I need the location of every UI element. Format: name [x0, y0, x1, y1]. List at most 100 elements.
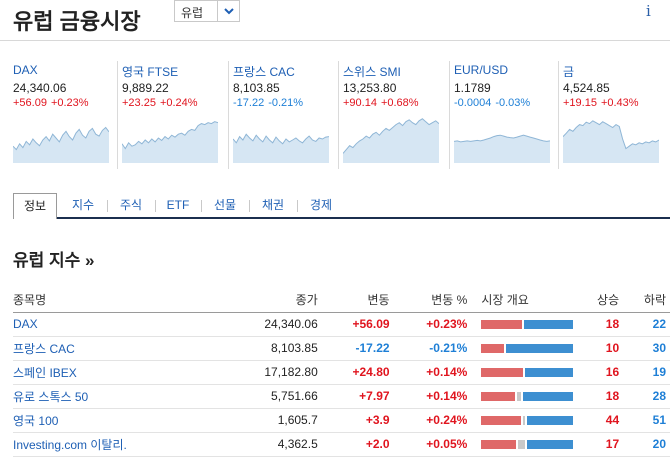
row-change: +24.80 — [321, 360, 394, 385]
market-breadth-bar — [481, 416, 574, 426]
sparkline-area — [563, 120, 659, 163]
tab-separator — [297, 200, 298, 212]
sparkline-chart — [454, 134, 550, 163]
row-down: 30 — [623, 336, 670, 361]
row-up: 18 — [577, 312, 624, 337]
row-overview — [471, 408, 578, 433]
card-divider — [338, 61, 339, 169]
row-up: 18 — [577, 384, 624, 409]
row-name[interactable]: 프랑스 CAC — [13, 336, 223, 361]
table-row[interactable]: 영국 100 1,605.7 +3.9 +0.24% 44 51 — [13, 408, 670, 433]
card-name[interactable]: 스위스 SMI — [343, 65, 401, 79]
sparkline-line — [454, 134, 550, 143]
row-up: 10 — [577, 336, 624, 361]
row-close: 4,362.5 — [222, 432, 322, 457]
card-change-pct: +0.43% — [600, 97, 639, 109]
row-name[interactable]: 유로 스톡스 50 — [13, 384, 223, 409]
row-pct: +0.14% — [393, 360, 472, 385]
section-title[interactable]: 유럽 지수 » — [13, 251, 95, 270]
row-change: +56.09 — [321, 312, 394, 337]
row-up: 16 — [577, 360, 624, 385]
sparkline-chart — [233, 133, 329, 163]
card-change: +19.15 +0.43% — [563, 97, 639, 109]
card-change-pct: +0.68% — [380, 97, 419, 109]
market-card[interactable]: 영국 FTSE 9,889.22 +23.25 +0.24% — [117, 55, 232, 175]
breadth-flat-segment — [517, 392, 522, 402]
card-price: 24,340.06 — [13, 81, 67, 95]
row-name[interactable]: 스페인 IBEX — [13, 360, 223, 385]
sparkline-area — [122, 121, 218, 163]
breadth-down-segment — [506, 344, 574, 354]
card-name[interactable]: 영국 FTSE — [122, 65, 179, 79]
divider — [0, 40, 670, 41]
breadth-down-segment — [525, 368, 574, 378]
row-pct: -0.21% — [393, 336, 472, 361]
region-select[interactable]: 유럽 — [174, 0, 240, 22]
card-change-value: +19.15 — [563, 97, 597, 109]
tab-0[interactable]: 정보 — [13, 193, 57, 219]
card-name[interactable]: 프랑스 CAC — [233, 65, 295, 79]
col-overview: 시장 개요 — [471, 288, 578, 313]
card-price: 1.1789 — [454, 81, 491, 95]
card-change-pct: +0.23% — [50, 97, 89, 109]
breadth-down-segment — [524, 320, 574, 330]
market-card[interactable]: 프랑스 CAC 8,103.85 -17.22 -0.21% — [228, 55, 343, 175]
market-breadth-bar — [481, 392, 574, 402]
card-change-value: +56.09 — [13, 97, 47, 109]
tab-separator — [249, 200, 250, 212]
card-price: 8,103.85 — [233, 81, 280, 95]
row-name[interactable]: Investing.com 이탈리. — [13, 432, 223, 457]
tab-2[interactable]: 주식 — [119, 198, 143, 212]
market-card[interactable]: 스위스 SMI 13,253.80 +90.14 +0.68% — [338, 55, 453, 175]
row-close: 24,340.06 — [222, 312, 322, 337]
breadth-up-segment — [481, 344, 505, 354]
table-row[interactable]: DAX 24,340.06 +56.09 +0.23% 18 22 — [13, 312, 670, 337]
row-down: 19 — [623, 360, 670, 385]
tab-separator — [155, 200, 156, 212]
tab-6[interactable]: 경제 — [309, 198, 333, 212]
breadth-down-segment — [527, 440, 574, 450]
card-name[interactable]: 금 — [563, 65, 575, 79]
sparkline-area — [343, 118, 439, 163]
sparkline-line — [122, 121, 218, 150]
market-card[interactable]: 금 4,524.85 +19.15 +0.43% — [558, 55, 670, 175]
sparkline-area — [13, 127, 109, 163]
tab-3[interactable]: ETF — [166, 198, 190, 212]
table-row[interactable]: Investing.com 이탈리. 4,362.5 +2.0 +0.05% 17 20 — [13, 432, 670, 457]
table-row[interactable]: 스페인 IBEX 17,182.80 +24.80 +0.14% 16 19 — [13, 360, 670, 385]
market-card[interactable]: EUR/USD 1.1789 -0.0004 -0.03% — [449, 55, 564, 175]
table-row[interactable]: 유로 스톡스 50 5,751.66 +7.97 +0.14% 18 28 — [13, 384, 670, 409]
breadth-flat-segment — [518, 440, 526, 450]
market-breadth-bar — [481, 320, 574, 330]
col-down: 하락 — [623, 288, 670, 313]
row-name[interactable]: DAX — [13, 312, 223, 337]
table-row[interactable]: 프랑스 CAC 8,103.85 -17.22 -0.21% 10 30 — [13, 336, 670, 361]
col-up: 상승 — [577, 288, 624, 313]
chevron-down-icon[interactable] — [217, 1, 239, 21]
breadth-up-segment — [481, 368, 524, 378]
card-name[interactable]: EUR/USD — [454, 63, 509, 77]
card-divider — [449, 61, 450, 169]
tab-1[interactable]: 지수 — [71, 198, 95, 212]
card-change-pct: -0.03% — [495, 97, 531, 109]
row-pct: +0.05% — [393, 432, 472, 457]
card-price: 4,524.85 — [563, 81, 610, 95]
card-change-pct: -0.21% — [268, 97, 304, 109]
tab-5[interactable]: 채권 — [261, 198, 285, 212]
card-price: 13,253.80 — [343, 81, 397, 95]
card-name[interactable]: DAX — [13, 63, 38, 77]
card-divider — [558, 61, 559, 169]
card-price: 9,889.22 — [122, 81, 169, 95]
row-overview — [471, 360, 578, 385]
row-change: +2.0 — [321, 432, 394, 457]
row-pct: +0.24% — [393, 408, 472, 433]
row-change: +7.97 — [321, 384, 394, 409]
row-change: -17.22 — [321, 336, 394, 361]
market-card[interactable]: DAX 24,340.06 +56.09 +0.23% — [13, 55, 123, 175]
tab-4[interactable]: 선물 — [213, 198, 237, 212]
info-icon[interactable]: i — [646, 2, 651, 20]
sparkline-chart — [343, 118, 439, 163]
sparkline-line — [13, 126, 109, 151]
row-name[interactable]: 영국 100 — [13, 408, 223, 433]
breadth-flat-segment — [523, 416, 526, 426]
